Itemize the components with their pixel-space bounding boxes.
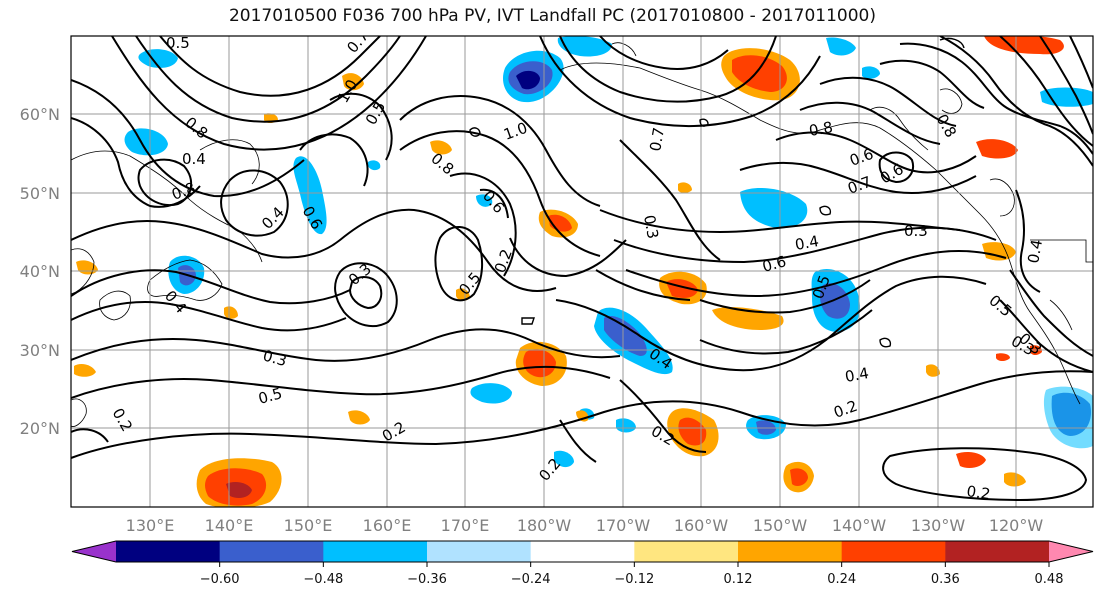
colorbar-tick-label: −0.24: [511, 572, 551, 587]
colorbar-segment: [945, 541, 1050, 562]
colorbar-tick-label: −0.36: [407, 572, 447, 587]
colorbar-segment: [116, 541, 221, 562]
colorbar-tick-label: 0.12: [724, 572, 753, 587]
latitude-labels: 60°N 50°N 40°N 30°N 20°N: [20, 105, 60, 438]
colorbar-segment: [219, 541, 324, 562]
contour-label: 0.3: [261, 346, 289, 370]
lon-label: 180°W: [517, 516, 572, 535]
longitude-labels: 130°E 140°E 150°E 160°E 170°E 180°W 170°…: [126, 516, 1044, 535]
lon-label: 170°E: [441, 516, 490, 535]
colorbar: −0.60 −0.48 −0.36 −0.24 −0.12 0.12 0.24 0.36 0.4…: [71, 540, 1094, 587]
map-title: 2017010500 F036 700 hPa PV, IVT Landfall…: [228, 6, 876, 26]
colorbar-segment: [530, 541, 635, 562]
lon-label: 130°E: [126, 516, 175, 535]
contour-label: 0.4: [844, 364, 871, 386]
lon-label: 160°W: [674, 516, 729, 535]
colorbar-segment: [323, 541, 428, 562]
contour-label: 0.4: [182, 150, 206, 168]
colorbar-tick-label: 0.48: [1035, 572, 1064, 587]
contour-label: 0.4: [1024, 238, 1046, 265]
lon-label: 160°E: [363, 516, 412, 535]
lon-label: 170°W: [596, 516, 651, 535]
contour-label: 0.8: [808, 118, 835, 140]
contour-label: 0.6: [760, 252, 788, 276]
contour-label: 0.7: [646, 126, 668, 153]
colorbar-tick-label: −0.12: [614, 572, 654, 587]
colorbar-outline: [71, 540, 1094, 563]
lat-label: 40°N: [20, 262, 60, 281]
contour-label: 0.5: [166, 34, 190, 52]
lat-label: 20°N: [20, 419, 60, 438]
colorbar-tick-label: 0.36: [931, 572, 960, 587]
contour-label: 0.3: [904, 222, 928, 240]
lat-label: 30°N: [20, 341, 60, 360]
colorbar-tick-label: −0.60: [200, 572, 240, 587]
pv-contours: [71, 36, 1093, 502]
lon-label: 140°E: [205, 516, 254, 535]
contour-label: 0.5: [256, 384, 284, 408]
colorbar-segment: [841, 541, 946, 562]
colorbar-extend-high: [1049, 541, 1093, 562]
colorbar-segment: [738, 541, 843, 562]
colorbar-segment: [634, 541, 739, 562]
lon-label: 150°W: [753, 516, 808, 535]
lon-label: 140°W: [832, 516, 887, 535]
lon-label: 120°W: [989, 516, 1044, 535]
colorbar-tick-label: −0.48: [303, 572, 343, 587]
lon-label: 150°E: [284, 516, 333, 535]
map-frame: [70, 35, 1094, 508]
lon-label: 130°W: [911, 516, 966, 535]
colorbar-extend-low: [72, 541, 116, 562]
colorbar-tick-label: 0.24: [827, 572, 856, 587]
lat-label: 50°N: [20, 184, 60, 203]
colorbar-segment: [427, 541, 532, 562]
contour-label: 0.3: [640, 214, 662, 241]
contour-label: 0.4: [794, 232, 821, 254]
lat-label: 60°N: [20, 105, 60, 124]
pv-small-contours: [469, 37, 965, 348]
contour-label: 0.2: [965, 482, 991, 503]
